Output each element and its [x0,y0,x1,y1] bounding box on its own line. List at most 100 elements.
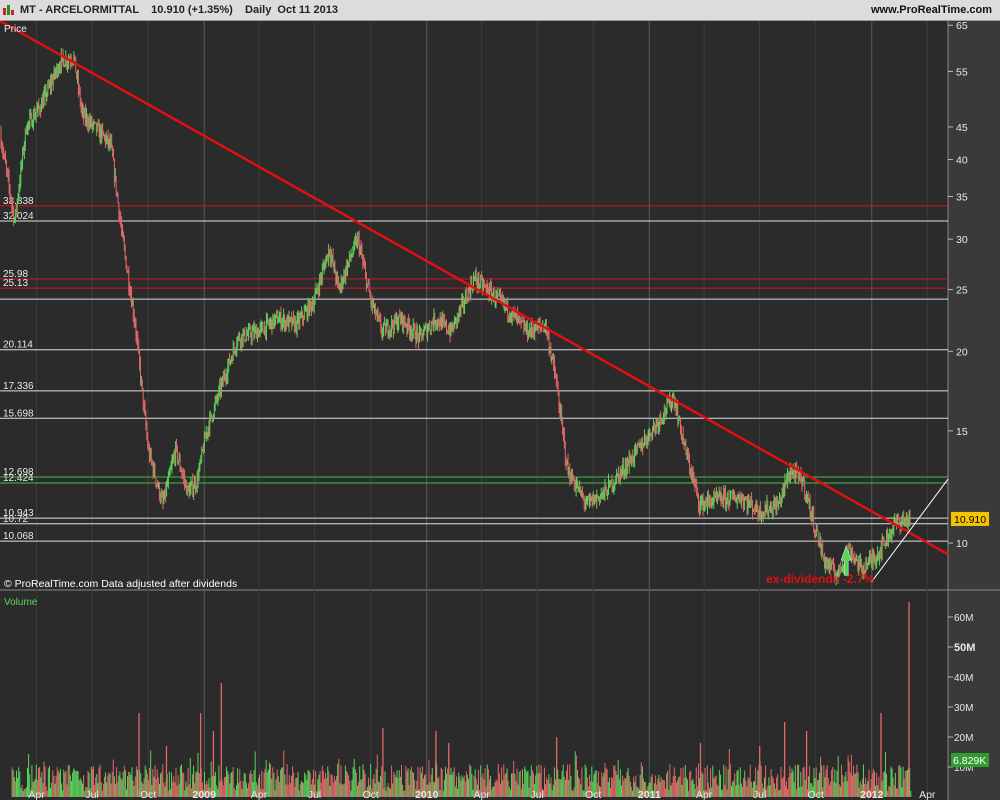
volume-bar [52,770,54,797]
volume-bar [340,765,342,797]
volume-bar [736,770,738,797]
volume-bar [602,776,604,797]
volume-bar [502,780,504,797]
volume-bar [259,774,261,797]
volume-bar [690,770,692,797]
volume-bar [264,768,266,797]
volume-bar [287,784,289,797]
volume-bar [482,773,484,797]
volume-bar [492,786,494,797]
volume-bar [771,776,773,797]
ascending-trendline [871,478,949,582]
volume-bar [98,767,100,797]
volume-bar [371,788,373,797]
volume-bar [582,790,584,797]
volume-bar [117,782,119,797]
volume-bar [789,765,791,797]
volume-bar [689,771,691,797]
volume-bar [739,767,741,797]
volume-bar [175,767,177,797]
volume-bar [536,765,538,797]
volume-bar [688,790,690,797]
brand-link[interactable]: www.ProRealTime.com [870,4,992,16]
volume-bar [706,765,708,797]
volume-bar [88,772,90,797]
volume-bar [748,778,750,797]
price-tick-label: 20 [956,346,968,358]
volume-bar [39,766,41,797]
volume-bar [134,776,136,797]
volume-bar [891,768,893,797]
volume-bar [44,766,46,797]
volume-bar [362,764,364,797]
volume-spike-bar [382,728,384,797]
volume-bar [183,772,185,797]
time-tick-label: Oct [808,789,824,800]
volume-bar [506,768,508,797]
volume-bar [618,779,620,797]
volume-bar [620,785,622,797]
volume-bar [101,790,103,797]
volume-bar [383,788,385,797]
volume-bar [449,774,451,797]
volume-bar [778,790,780,797]
volume-bar [558,778,560,797]
volume-bar [835,783,837,797]
level-lines: 33.83832.02425.9825.1320.11417.33615.698… [0,196,948,542]
volume-bar [903,778,905,797]
volume-bar [408,785,410,797]
volume-bar [198,773,200,797]
volume-bar [645,782,647,797]
volume-bar [723,764,725,797]
volume-bar [909,768,911,797]
last-volume-value: 6.829K [953,755,986,767]
volume-bar [794,765,796,797]
time-tick-label: Jul [753,789,766,800]
volume-bar [268,762,270,797]
volume-bar [801,786,803,797]
volume-bar [548,774,550,797]
volume-bar [143,778,145,797]
volume-bar [699,778,701,797]
volume-bar [630,786,632,797]
volume-bar [213,775,215,797]
volume-bar [384,771,386,797]
volume-bar [118,775,120,797]
price-panel [0,21,948,588]
volume-bar [301,782,303,797]
volume-bar [494,782,496,797]
volume-bar [861,778,863,797]
volume-bar [583,790,585,797]
volume-bar [194,783,196,797]
volume-bar [704,767,706,797]
volume-bar [474,769,476,797]
volume-bar [531,770,533,797]
volume-bar [831,769,833,797]
volume-bar [24,789,26,797]
volume-bar [647,786,649,797]
volume-bar [714,776,716,797]
volume-bar [616,774,618,797]
last-price-tag: 10.910 [951,511,989,526]
volume-bar [717,786,719,797]
volume-bar [270,764,272,797]
volume-bar [658,774,660,797]
volume-bar [272,767,274,797]
volume-bar [813,768,815,797]
price-tick-label: 30 [956,234,968,246]
volume-bar [551,790,553,797]
time-tick-label: 2009 [193,789,217,800]
volume-bar [457,788,459,797]
volume-bar [605,768,607,797]
volume-bar [418,789,420,797]
volume-spike-bar [908,602,910,797]
volume-bar [355,772,357,797]
volume-spike-bar [435,731,437,797]
volume-bar [176,785,178,797]
volume-bar [485,786,487,797]
volume-bar [858,787,860,797]
volume-bar [123,765,125,797]
volume-bar [125,789,127,797]
volume-bar [470,766,472,797]
volume-bar [877,785,879,797]
